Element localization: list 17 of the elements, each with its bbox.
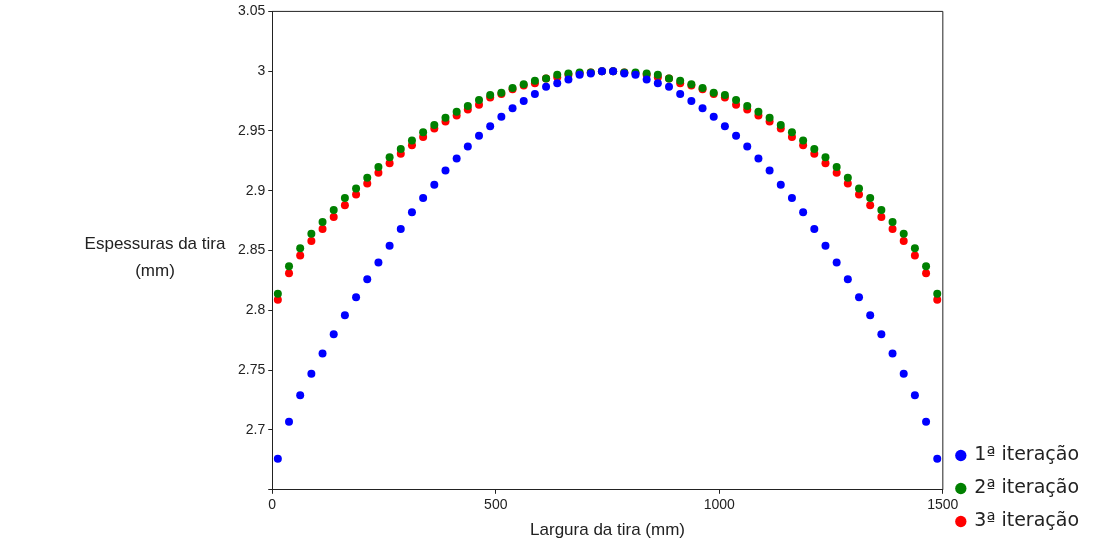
y-tick-label: 3: [257, 62, 266, 79]
x-tick-label: 1000: [703, 496, 736, 513]
y-tick-label: 3.05: [238, 2, 266, 19]
legend-label: 2ª iteração: [974, 475, 1079, 498]
x-tick-label: 1500: [927, 496, 959, 513]
x-axis-title: Largura da tira (mm): [530, 520, 686, 540]
y-tick-label: 2.95: [238, 121, 266, 138]
x-tick-label: 500: [484, 496, 508, 513]
legend-label: 1ª iteração: [974, 442, 1079, 465]
legend-label: 3ª iteração: [974, 508, 1079, 531]
y-tick-label: 2.75: [238, 361, 266, 378]
x-tick-label: 0: [268, 496, 277, 513]
y-tick-label: 2.85: [238, 241, 266, 258]
y-axis-title: Espessuras da tira (mm): [83, 233, 227, 283]
y-tick-label: 2.9: [245, 181, 266, 198]
y-tick-label: 2.8: [245, 301, 266, 318]
y-tick-label: 2.7: [245, 420, 266, 437]
